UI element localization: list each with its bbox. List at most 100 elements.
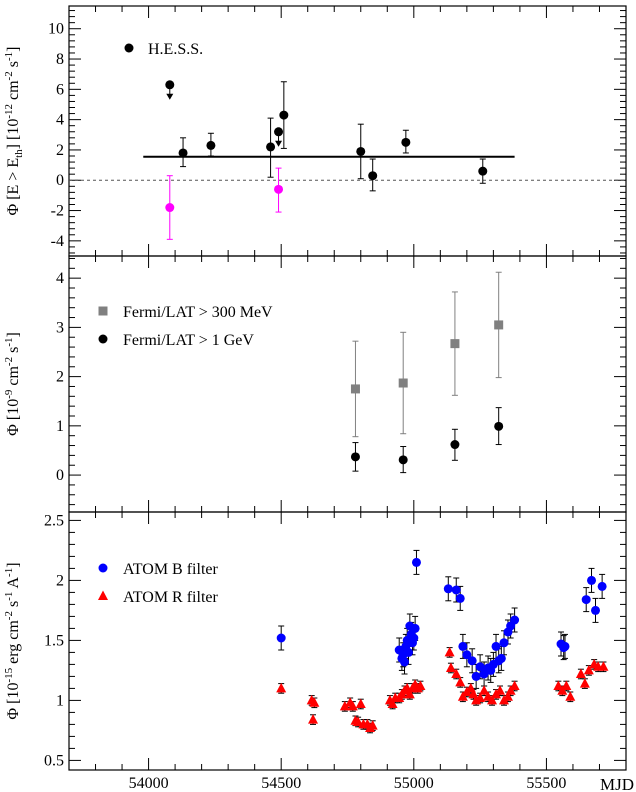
- y-tick-label: 0.5: [44, 752, 64, 769]
- data-point: [471, 671, 481, 681]
- atom-panel: 0.5 1 1.5 2 2.5 ATOM B filter ATOM R filter 540…: [3, 511, 634, 792]
- data-point: [339, 700, 350, 711]
- legend-label: H.E.S.S.: [148, 41, 203, 58]
- y-tick-label: 2: [56, 572, 64, 589]
- y-axis-label: Φ [E > Eth] [10-12 cm-2 s-1]: [3, 47, 25, 216]
- data-point: [494, 320, 504, 330]
- data-point: [598, 661, 609, 671]
- data-point: [450, 440, 460, 450]
- data-point: [367, 720, 378, 730]
- legend-marker: [98, 334, 108, 344]
- data-point: [451, 668, 462, 678]
- data-point: [276, 682, 287, 693]
- y-tick-label: 6: [56, 81, 64, 98]
- legend-marker: [98, 306, 108, 316]
- data-point: [443, 584, 453, 594]
- data-point: [479, 685, 490, 695]
- data-point: [458, 641, 468, 651]
- legend-marker: [124, 43, 134, 53]
- data-point: [491, 641, 501, 651]
- data-point: [355, 698, 366, 708]
- legend-label: Fermi/LAT > 300 MeV: [123, 304, 273, 321]
- x-tick-label: 55500: [526, 775, 566, 792]
- y-tick-label: 4: [56, 270, 64, 287]
- data-point: [457, 691, 468, 701]
- upper-limit-arrow: [275, 140, 283, 147]
- data-point: [495, 685, 506, 695]
- y-tick-label: 0: [56, 172, 64, 189]
- y-tick-label: 1: [56, 418, 64, 435]
- data-point: [308, 714, 319, 724]
- fermi-panel: 0 1 2 3 4 Fermi/LAT > 300 MeV Fermi/LAT > 1 Ge…: [3, 255, 627, 513]
- legend-label: ATOM B filter: [123, 561, 218, 578]
- data-point: [309, 697, 320, 707]
- data-point: [510, 615, 520, 625]
- data-point: [356, 146, 366, 156]
- legend-marker: [98, 590, 108, 600]
- x-axis-label: MJD: [600, 775, 634, 792]
- data-point: [455, 676, 466, 687]
- y-tick-label: 10: [48, 21, 64, 38]
- y-tick-label: 2.5: [44, 512, 64, 529]
- data-point: [553, 680, 564, 690]
- data-point: [451, 585, 461, 595]
- data-point: [499, 638, 509, 648]
- data-point: [165, 203, 175, 213]
- data-point: [478, 166, 488, 176]
- data-point: [353, 716, 364, 726]
- y-tick-label: 8: [56, 51, 64, 68]
- data-point: [450, 339, 460, 349]
- data-point: [455, 593, 465, 603]
- data-point: [505, 685, 516, 695]
- y-tick-label: 2: [56, 369, 64, 386]
- data-point: [404, 647, 414, 657]
- y-axis-label: Φ [10-9 cm-2 s-1]: [3, 332, 22, 436]
- data-point: [279, 110, 289, 120]
- plot-frame: [68, 511, 627, 771]
- data-point: [487, 694, 498, 705]
- data-point: [368, 171, 378, 181]
- data-point: [565, 691, 576, 701]
- data-point: [350, 384, 360, 394]
- y-tick-label: 3: [56, 319, 64, 336]
- data-point: [350, 452, 360, 462]
- data-point: [274, 184, 284, 194]
- data-point: [404, 688, 415, 699]
- y-tick-label: 1: [56, 692, 64, 709]
- data-point: [206, 140, 216, 150]
- data-point: [587, 575, 597, 585]
- data-point: [494, 421, 504, 431]
- data-point: [471, 694, 482, 705]
- data-point: [398, 378, 408, 388]
- plot-frame: [68, 255, 627, 513]
- data-point: [415, 680, 426, 690]
- y-tick-label: 4: [56, 112, 64, 129]
- data-point: [475, 692, 486, 702]
- data-point: [583, 664, 594, 675]
- data-point: [590, 605, 600, 615]
- data-point: [444, 646, 455, 657]
- data-point: [581, 595, 591, 605]
- hess-panel: -4 -2 0 2 4 6 8 10 H.E.S.S. Φ [E > Eth] [10-12 cm…: [3, 5, 627, 257]
- data-point: [409, 633, 419, 643]
- data-point: [387, 698, 398, 708]
- data-point: [561, 680, 572, 690]
- data-point: [467, 656, 477, 666]
- data-point: [178, 148, 188, 158]
- data-point: [398, 455, 408, 465]
- y-tick-label: 0: [56, 467, 64, 484]
- data-point: [462, 650, 472, 660]
- data-point: [502, 691, 513, 701]
- data-point: [410, 623, 420, 633]
- legend-label: ATOM R filter: [123, 589, 218, 606]
- data-point: [475, 662, 485, 672]
- data-point: [575, 668, 586, 678]
- y-tick-label: -2: [51, 203, 64, 220]
- data-point: [400, 657, 410, 667]
- data-point: [496, 653, 506, 663]
- data-point: [560, 641, 570, 651]
- data-point: [509, 680, 520, 690]
- data-point: [347, 700, 358, 711]
- data-point: [445, 662, 456, 672]
